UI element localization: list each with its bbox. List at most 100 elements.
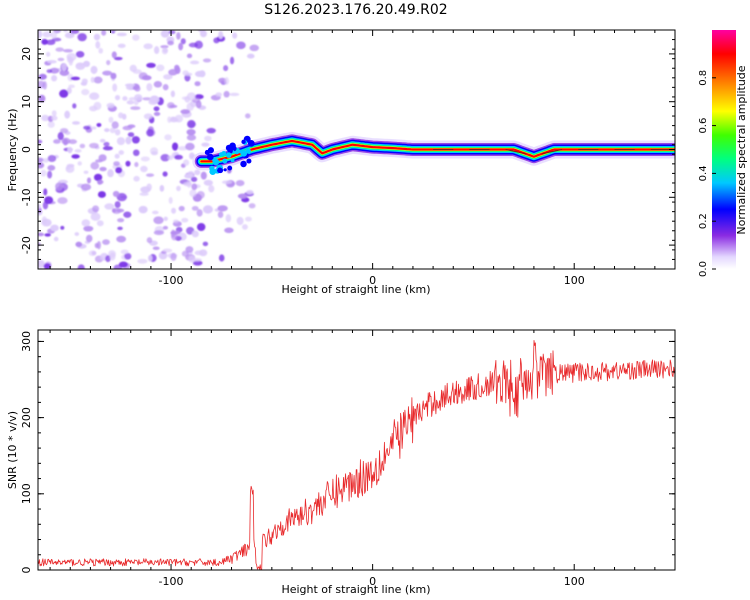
- noise-speckle: [66, 53, 77, 61]
- noise-speckle: [163, 74, 173, 80]
- noise-speckle: [162, 225, 169, 230]
- noise-speckle: [68, 58, 73, 66]
- signal-blob: [240, 160, 247, 168]
- noise-speckle: [51, 75, 58, 82]
- noise-speckle: [46, 69, 53, 74]
- noise-speckle: [185, 246, 194, 253]
- noise-speckle: [143, 43, 153, 50]
- snr-ytick-label: 100: [20, 483, 33, 504]
- colorbar-tick-label: 0.4: [698, 165, 709, 181]
- noise-speckle: [178, 42, 184, 51]
- noise-speckle: [162, 171, 168, 177]
- noise-speckle: [191, 183, 198, 191]
- noise-speckle: [114, 95, 121, 101]
- noise-speckle: [160, 45, 169, 49]
- noise-speckle: [113, 264, 123, 269]
- noise-speckle: [134, 94, 143, 101]
- noise-speckle: [95, 41, 101, 49]
- noise-speckle: [60, 225, 65, 230]
- noise-speckle: [90, 161, 100, 170]
- noise-speckle: [42, 158, 49, 163]
- noise-speckle: [153, 111, 161, 117]
- noise-speckle: [89, 92, 100, 100]
- noise-speckle: [51, 37, 62, 42]
- signal-blob: [241, 139, 246, 145]
- noise-speckle: [182, 70, 189, 76]
- signal-core: [505, 149, 526, 155]
- noise-speckle: [139, 192, 149, 196]
- noise-speckle: [57, 57, 65, 62]
- noise-speckle: [218, 31, 224, 39]
- noise-speckle: [38, 157, 44, 163]
- signal-blob: [230, 158, 235, 163]
- noise-speckle: [190, 60, 200, 65]
- spectrogram-ytick-label: 10: [20, 95, 33, 109]
- noise-speckle: [127, 124, 136, 129]
- noise-speckle: [172, 219, 179, 224]
- signal-blob: [227, 165, 233, 171]
- noise-speckle: [53, 139, 61, 144]
- noise-speckle: [171, 207, 177, 214]
- snr-xtick-label: 0: [369, 575, 376, 588]
- noise-speckle: [112, 190, 120, 198]
- noise-speckle: [38, 204, 41, 209]
- noise-speckle: [72, 121, 80, 125]
- noise-speckle: [83, 170, 89, 174]
- noise-speckle: [132, 34, 140, 41]
- noise-speckle: [116, 235, 127, 243]
- noise-speckle: [111, 208, 116, 213]
- noise-speckle: [83, 60, 91, 68]
- snr-frame: [37, 329, 676, 571]
- noise-speckle: [242, 224, 248, 230]
- noise-speckle: [40, 169, 47, 177]
- signal-core: [541, 149, 563, 155]
- noise-speckle: [232, 32, 238, 39]
- noise-speckle: [38, 73, 47, 80]
- noise-speckle: [202, 58, 212, 63]
- noise-speckle: [194, 250, 204, 256]
- noise-speckle: [138, 72, 148, 80]
- noise-speckle: [93, 76, 103, 84]
- noise-speckle: [99, 166, 107, 172]
- noise-speckle: [186, 134, 197, 141]
- noise-speckle: [90, 65, 98, 74]
- noise-speckle: [137, 258, 148, 264]
- noise-speckle: [90, 212, 101, 221]
- noise-speckle: [86, 177, 92, 184]
- noise-speckle: [191, 258, 202, 262]
- spectrogram-ytick-label: -20: [20, 236, 33, 254]
- noise-speckle: [248, 203, 256, 209]
- noise-speckle: [146, 62, 156, 68]
- noise-speckle: [142, 97, 152, 101]
- snr-xtick-label: 100: [564, 575, 585, 588]
- noise-speckle: [120, 249, 129, 255]
- noise-speckle: [117, 218, 125, 223]
- noise-speckle: [176, 185, 181, 192]
- noise-speckle: [77, 161, 82, 166]
- noise-speckle: [217, 205, 228, 212]
- noise-speckle: [116, 32, 127, 37]
- noise-speckle: [121, 113, 127, 120]
- noise-speckle: [88, 250, 97, 257]
- noise-speckle: [38, 259, 45, 267]
- noise-speckle: [186, 92, 196, 101]
- signal-blob: [222, 158, 228, 164]
- noise-speckle: [153, 216, 164, 225]
- noise-speckle: [153, 230, 165, 236]
- noise-speckle: [191, 206, 199, 211]
- snr-ylabel: SNR (10 * v/v): [6, 411, 19, 489]
- noise-speckle: [107, 169, 114, 178]
- noise-speckle: [123, 211, 132, 218]
- noise-speckle: [192, 260, 203, 266]
- snr-ytick-label: 200: [20, 407, 33, 428]
- noise-speckle: [104, 203, 115, 210]
- noise-speckle: [103, 141, 110, 147]
- signal-track-layer: [192, 131, 675, 176]
- signal-blob: [240, 150, 248, 157]
- noise-speckle: [79, 143, 86, 149]
- noise-speckle: [98, 154, 107, 162]
- noise-speckle: [199, 30, 207, 38]
- signal-blob: [204, 149, 210, 155]
- noise-speckle: [186, 102, 194, 111]
- noise-speckle: [72, 103, 77, 109]
